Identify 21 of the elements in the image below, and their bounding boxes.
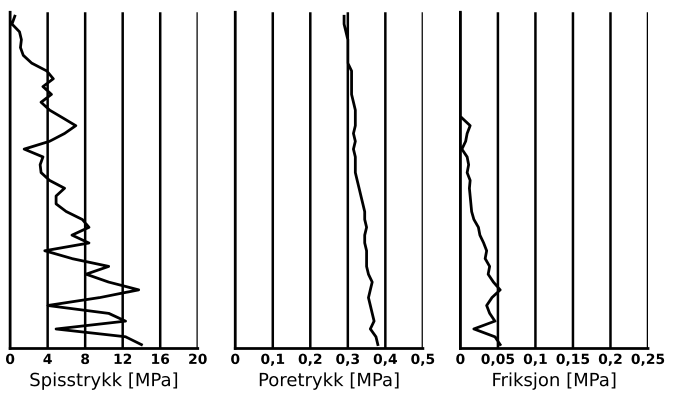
- x-tick-label: 0,25: [632, 354, 664, 366]
- x-tick-label: 0: [6, 354, 14, 364]
- x-tick-label: 12: [114, 354, 132, 364]
- x-tick-label: 8: [81, 354, 90, 364]
- x-tick-label: 16: [152, 354, 170, 364]
- x-tick-label: 0,15: [556, 354, 590, 366]
- x-tick-label: 4: [43, 354, 52, 364]
- x-tick-label: 0: [231, 354, 240, 364]
- x-tick-label: 0,2: [598, 354, 622, 366]
- x-tick-label: 0,2: [298, 354, 322, 366]
- x-axis-title: Poretrykk [MPa]: [260, 372, 399, 390]
- x-tick-label: 0,4: [374, 354, 398, 366]
- x-tick-label: 0,3: [336, 354, 360, 366]
- x-tick-label: 20: [189, 354, 207, 364]
- x-axis-title: Spisstrykk [MPa]: [30, 372, 178, 390]
- x-tick-label: 0,1: [524, 354, 547, 366]
- x-axis-title: Friksjon [MPa]: [493, 372, 616, 390]
- x-tick-label: 0: [456, 354, 465, 364]
- x-tick-label: 0,5: [411, 354, 434, 366]
- x-tick-label: 0,1: [261, 354, 284, 366]
- x-tick-label: 0,05: [481, 354, 514, 366]
